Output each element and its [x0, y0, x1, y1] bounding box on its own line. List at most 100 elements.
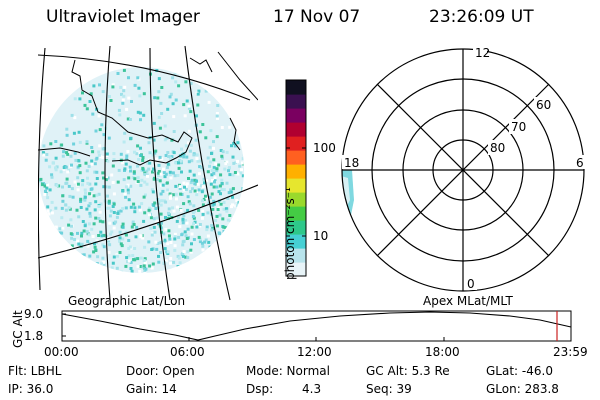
- speckle-pixel: [212, 158, 216, 162]
- speckle-pixel: [55, 165, 59, 169]
- speckle-pixel: [143, 245, 147, 249]
- speckle-pixel: [127, 191, 130, 195]
- parallel-line: [38, 184, 258, 259]
- speckle-pixel: [77, 159, 81, 163]
- speckle-pixel: [181, 243, 185, 247]
- speckle-pixel: [153, 96, 157, 100]
- speckle-pixel: [215, 167, 219, 171]
- speckle-pixel: [157, 222, 161, 226]
- speckle-pixel: [60, 206, 64, 210]
- speckle-pixel: [67, 184, 71, 188]
- speckle-pixel: [186, 208, 190, 212]
- speckle-pixel: [67, 206, 71, 210]
- speckle-pixel: [68, 194, 72, 198]
- speckle-pixel: [176, 174, 180, 177]
- speckle-pixel: [225, 209, 229, 213]
- speckle-pixel: [214, 219, 218, 222]
- speckle-pixel: [135, 225, 139, 229]
- speckle-pixel: [185, 182, 189, 186]
- speckle-pixel: [124, 206, 128, 210]
- speckle-pixel: [123, 192, 127, 196]
- speckle-pixel: [85, 140, 89, 144]
- speckle-pixel: [97, 153, 101, 157]
- speckle-pixel: [164, 259, 168, 263]
- speckle-pixel: [140, 178, 144, 182]
- lat-lon-grid: [38, 45, 258, 301]
- speckle-pixel: [233, 171, 237, 174]
- speckle-pixel: [160, 199, 164, 203]
- speckle-pixel: [183, 114, 187, 118]
- speckle-pixel: [233, 144, 237, 148]
- speckle-pixel: [121, 101, 125, 105]
- speckle-pixel: [136, 264, 140, 268]
- speckle-pixel: [197, 235, 201, 239]
- speckle-pixel: [175, 197, 178, 201]
- status-gain: Gain: 14: [126, 382, 177, 396]
- speckle-pixel: [198, 223, 202, 226]
- speckle-pixel: [148, 213, 151, 217]
- speckle-pixel: [169, 176, 173, 180]
- speckle-pixel: [157, 163, 161, 167]
- speckle-pixel: [149, 216, 153, 220]
- speckle-pixel: [128, 165, 132, 169]
- speckle-pixel: [73, 180, 77, 184]
- speckle-pixel: [168, 156, 172, 160]
- speckle-pixel: [147, 240, 151, 244]
- speckle-pixel: [174, 184, 178, 188]
- speckle-pixel: [185, 155, 189, 159]
- speckle-pixel: [180, 170, 183, 174]
- speckle-pixel: [86, 176, 89, 180]
- speckle-pixel: [100, 234, 104, 238]
- status-mode: Mode: Normal: [246, 364, 330, 378]
- speckle-pixel: [51, 161, 55, 165]
- speckle-pixel: [235, 204, 239, 208]
- speckle-pixel: [94, 182, 98, 186]
- speckle-pixel: [169, 196, 172, 200]
- speckle-pixel: [201, 199, 204, 203]
- speckle-pixel: [86, 244, 90, 248]
- speckle-pixel: [95, 156, 99, 160]
- speckle-pixel: [182, 250, 186, 253]
- speckle-pixel: [216, 104, 220, 107]
- speckle-pixel: [107, 239, 111, 243]
- speckle-pixel: [85, 169, 89, 173]
- speckle-pixel: [102, 233, 106, 237]
- speckle-pixel: [185, 237, 189, 240]
- speckle-pixel: [90, 146, 94, 149]
- speckle-pixel: [201, 244, 205, 248]
- speckle-pixel: [171, 171, 175, 175]
- speckle-pixel: [141, 159, 145, 162]
- speckle-pixel: [64, 203, 68, 207]
- colorbar-band: [286, 248, 306, 263]
- speckle-pixel: [129, 136, 133, 140]
- speckle-pixel: [164, 172, 168, 176]
- speckle-pixel: [240, 168, 243, 172]
- speckle-pixel: [190, 242, 193, 246]
- speckle-pixel: [106, 194, 109, 198]
- altitude-curve: [61, 311, 572, 341]
- speckle-pixel: [173, 174, 177, 178]
- speckle-pixel: [182, 188, 186, 192]
- speckle-pixel: [200, 166, 204, 170]
- colorbar-band: [286, 122, 306, 137]
- speckle-pixel: [215, 185, 219, 189]
- speckle-pixel: [102, 185, 106, 189]
- speckle-pixel: [121, 237, 125, 241]
- speckle-pixel: [65, 181, 69, 185]
- speckle-pixel: [160, 230, 163, 234]
- speckle-pixel: [133, 150, 136, 154]
- speckle-pixel: [59, 170, 63, 174]
- speckle-pixel: [145, 182, 149, 186]
- speckle-pixel: [181, 221, 185, 225]
- speckle-pixel: [90, 162, 94, 166]
- speckle-pixel: [188, 149, 192, 153]
- speckle-pixel: [178, 185, 182, 189]
- speckle-pixel: [112, 152, 116, 156]
- speckle-pixel: [205, 225, 209, 229]
- speckle-pixel: [203, 251, 207, 255]
- speckle-pixel: [80, 234, 83, 238]
- speckle-pixel: [211, 207, 215, 211]
- time-label: 23:26:09 UT: [429, 7, 534, 27]
- speckle-pixel: [74, 158, 78, 162]
